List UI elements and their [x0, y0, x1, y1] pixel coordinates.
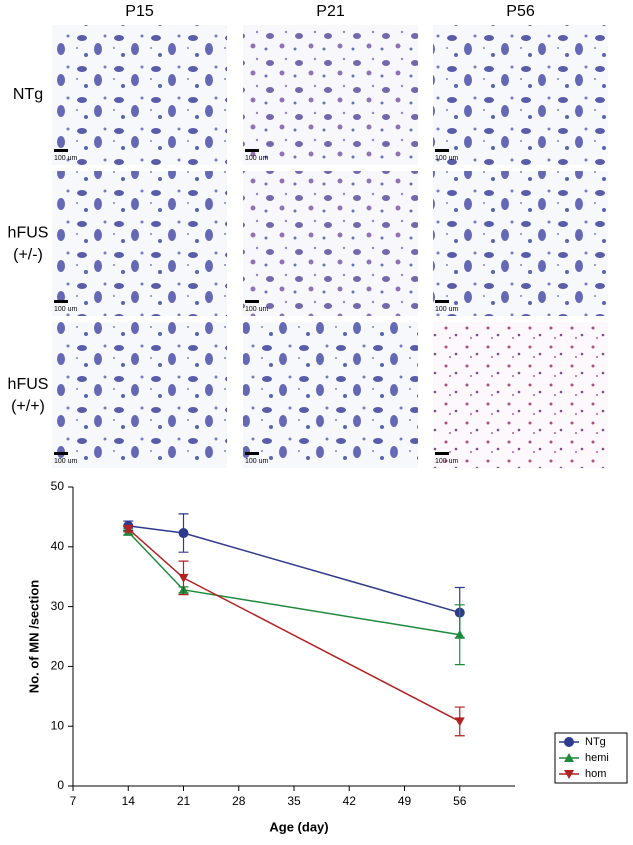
y-axis-title: No. of MN /section	[26, 580, 41, 693]
legend-label: hom	[585, 768, 606, 780]
marker	[564, 770, 574, 779]
scale-label: 100 um	[54, 306, 78, 313]
y-tick-label: 30	[51, 599, 65, 613]
micrograph	[433, 25, 608, 165]
scale-bar	[435, 300, 449, 303]
scale-label: 100 um	[435, 155, 459, 162]
column-label: P56	[506, 3, 535, 20]
line-chart: 0 10 20 30 40 50 7 14 21 28 35 42 49 56 No. of MN /sec…	[26, 479, 628, 834]
micrograph	[433, 322, 608, 468]
marker	[454, 629, 465, 639]
marker	[178, 528, 189, 539]
marker	[123, 524, 134, 534]
x-tick-label: 49	[398, 794, 412, 808]
micrograph	[52, 25, 227, 165]
x-tick-label: 28	[232, 794, 246, 808]
scale-bar	[435, 149, 449, 152]
series-line	[127, 531, 460, 636]
row-label: NTg	[13, 86, 43, 103]
legend-label: hemi	[585, 752, 609, 764]
x-axis-title: Age (day)	[269, 819, 328, 834]
x-tick-label: 7	[70, 794, 77, 808]
y-tick-label: 0	[57, 778, 64, 792]
x-tick-label: 14	[122, 794, 136, 808]
y-tick-label: 40	[51, 539, 65, 553]
micrograph	[52, 171, 227, 316]
micrograph	[243, 25, 418, 165]
legend-label: NTg	[585, 736, 606, 748]
marker	[564, 737, 574, 747]
series-line	[127, 528, 461, 723]
scale-label: 100 um	[245, 458, 269, 465]
scale-label: 100 um	[245, 155, 269, 162]
scale-bar	[54, 149, 68, 152]
scale-label: 100 um	[435, 306, 459, 313]
micrograph	[243, 322, 418, 468]
series-line	[128, 525, 460, 614]
scale-bar	[245, 300, 259, 303]
x-tick-label: 35	[287, 794, 301, 808]
marker	[178, 573, 189, 583]
x-tick-label: 21	[177, 794, 191, 808]
row-label: hFUS (+/-)	[8, 225, 49, 264]
scale-label: 100 um	[54, 458, 78, 465]
scale-label: 100 um	[54, 155, 78, 162]
scale-bar	[245, 149, 259, 152]
column-label: P21	[316, 3, 345, 20]
column-label: P15	[125, 3, 154, 20]
micrograph	[433, 171, 608, 316]
scale-label: 100 um	[245, 306, 269, 313]
micrograph	[52, 322, 227, 468]
x-tick-label: 42	[343, 794, 357, 808]
scale-bar	[245, 452, 259, 455]
y-tick-label: 50	[51, 479, 65, 493]
scale-bar	[54, 452, 68, 455]
micrograph	[243, 171, 418, 316]
scale-label: 100 um	[435, 458, 459, 465]
row-label: hFUS (+/+)	[8, 376, 49, 415]
marker	[454, 717, 465, 727]
x-tick-label: 56	[453, 794, 467, 808]
y-tick-label: 20	[51, 659, 65, 673]
micrograph-grid: P15 P21 P56 NTg 100 um 100 um 100 um hFUS (+/-) 1…	[8, 3, 608, 468]
scale-bar	[435, 452, 449, 455]
marker	[564, 753, 574, 762]
scale-bar	[54, 300, 68, 303]
y-tick-label: 10	[51, 718, 65, 732]
